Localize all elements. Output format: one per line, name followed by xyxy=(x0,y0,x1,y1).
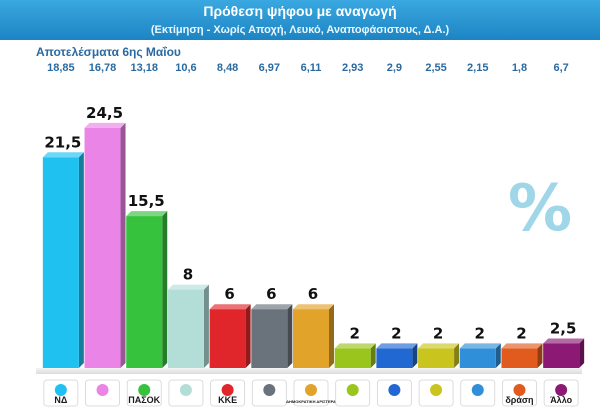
previous-result-value: 10,6 xyxy=(175,62,196,74)
bar xyxy=(459,348,496,368)
bar-value-label: 2 xyxy=(433,324,443,342)
bar-value-label: 2 xyxy=(391,324,401,342)
party-logo-mark-icon xyxy=(305,384,317,396)
bar-top xyxy=(84,122,126,128)
bar-value-label: 6 xyxy=(266,285,276,303)
bar-top xyxy=(459,343,501,349)
bar-top xyxy=(167,284,209,290)
bar-side xyxy=(412,343,418,368)
chart-subtitle: (Εκτίμηση - Χωρίς Αποχή, Λευκό, Αναποφάσ… xyxy=(151,24,450,36)
party-logo-mark-icon xyxy=(430,384,443,396)
party-logos-row: ΝΔ ΠΑΣΟΚ ΚΚΕ ΔΗΜΟΚΡΑΤΙΚΗ ΑΡΙΣΤΕΡΑ δράση Άλλο xyxy=(43,379,579,407)
bar xyxy=(293,309,329,368)
bar xyxy=(84,127,121,369)
bar-value-label: 2 xyxy=(475,324,485,342)
bar-side xyxy=(370,343,376,368)
previous-results-row: 18,85 16,78 13,18 10,6 8,48 6,97 6,11 2,93 2,9 2,… xyxy=(47,62,569,74)
bar-side xyxy=(203,284,209,368)
party-logo-mark-icon xyxy=(555,384,568,396)
bar-top xyxy=(42,152,84,158)
bar-value-label: 6 xyxy=(224,285,234,303)
previous-result-value: 18,85 xyxy=(47,62,75,74)
bar-side xyxy=(78,152,84,368)
bar-side xyxy=(495,343,501,368)
bar-top xyxy=(251,304,293,310)
party-logo-mark-icon xyxy=(179,384,192,396)
party-logo-text: ΠΑΣΟΚ xyxy=(128,395,160,405)
bar xyxy=(501,348,538,368)
bar-side xyxy=(454,343,460,368)
bar-top xyxy=(376,343,418,349)
previous-result-value: 13,18 xyxy=(130,62,158,74)
bar-side xyxy=(579,338,585,368)
bar xyxy=(126,216,163,368)
party-logo-mark-icon xyxy=(138,384,151,396)
bar-top xyxy=(501,343,543,349)
party-logo-text: ΝΔ xyxy=(54,395,67,405)
party-logo-mark-icon xyxy=(263,384,276,396)
bar-side xyxy=(537,343,543,368)
previous-result-value: 8,48 xyxy=(217,62,238,74)
party-logo-mark-icon xyxy=(96,384,109,396)
chart-floor xyxy=(36,368,582,374)
bar xyxy=(334,348,371,368)
bar xyxy=(251,309,288,368)
previous-result-value: 2,9 xyxy=(387,62,402,74)
bar-value-label: 6 xyxy=(308,285,318,303)
bar xyxy=(376,348,413,368)
title-banner xyxy=(0,0,600,40)
party-logo-mark-icon xyxy=(221,384,234,396)
bar xyxy=(167,289,204,368)
bar-top xyxy=(543,338,585,344)
party-logo-mark-icon xyxy=(513,384,526,396)
party-logo-mark-icon xyxy=(54,384,67,396)
party-logo-text: ΔΗΜΟΚΡΑΤΙΚΗ ΑΡΙΣΤΕΡΑ xyxy=(286,399,336,404)
previous-result-value: 1,8 xyxy=(512,62,527,74)
bar-value-label: 15,5 xyxy=(128,192,165,210)
bar-value-label: 2 xyxy=(516,324,526,342)
bar-top xyxy=(334,343,376,349)
previous-result-value: 6,11 xyxy=(301,62,322,74)
previous-result-value: 2,93 xyxy=(342,62,363,74)
previous-result-value: 2,55 xyxy=(425,62,446,74)
bar-top xyxy=(418,343,460,349)
bars-group xyxy=(42,122,585,369)
bar xyxy=(543,343,580,368)
bar-value-label: 8 xyxy=(183,266,193,284)
bar-top xyxy=(209,304,251,310)
bar-side xyxy=(245,304,251,368)
party-logo-mark-icon xyxy=(388,384,401,396)
party-logo-text: ΚΚΕ xyxy=(218,395,237,405)
party-logo-mark-icon xyxy=(346,384,359,396)
percent-symbol: % xyxy=(508,172,572,246)
previous-result-value: 16,78 xyxy=(89,62,117,74)
bar-top xyxy=(126,211,168,217)
party-logo-mark-icon xyxy=(471,384,484,396)
bar-side xyxy=(120,122,126,369)
bar-value-label: 2,5 xyxy=(550,320,577,338)
bar-side xyxy=(287,304,293,368)
chart-title: Πρόθεση ψήφου με αναγωγή xyxy=(203,3,396,19)
bar-value-label: 2 xyxy=(349,324,359,342)
bar-side xyxy=(329,304,334,368)
bar-value-label: 21,5 xyxy=(44,133,81,151)
bar-side xyxy=(162,211,168,368)
bar-top xyxy=(293,304,334,310)
bar xyxy=(418,348,455,368)
bar xyxy=(209,309,246,368)
previous-result-value: 2,15 xyxy=(467,62,488,74)
bar xyxy=(42,157,79,368)
previous-result-value: 6,97 xyxy=(259,62,280,74)
previous-result-value: 6,7 xyxy=(554,62,569,74)
previous-results-label: Αποτελέσματα 6ης Μαΐου xyxy=(36,45,181,59)
data-labels-group: 21,5 24,5 15,5 8 6 6 6 2 2 2 2 2 2,5 xyxy=(44,104,577,342)
party-logo-text: δράση xyxy=(505,395,533,405)
party-logo-text: Άλλο xyxy=(550,395,572,405)
bar-value-label: 24,5 xyxy=(86,104,123,122)
